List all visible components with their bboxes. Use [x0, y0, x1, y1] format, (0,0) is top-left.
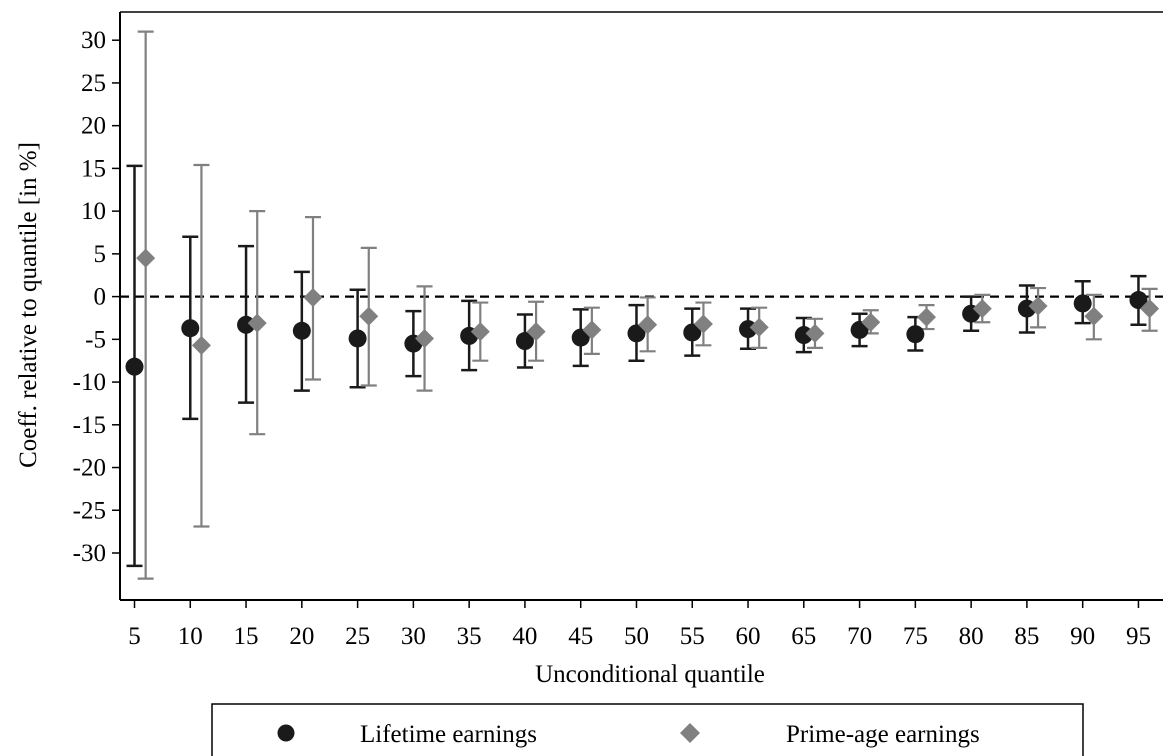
y-tick-label: -20 [73, 455, 106, 482]
prime-age-earnings-point [1084, 306, 1104, 326]
legend-label-prime-age: Prime-age earnings [786, 721, 980, 748]
x-tick-label: 55 [680, 623, 705, 650]
x-tick-label: 25 [345, 623, 370, 650]
x-tick-label: 70 [847, 623, 872, 650]
lifetime-earnings-point [292, 321, 311, 340]
x-axis-ticks: 5 10 15 20 25 30 35 40 45 50 55 60 65 70 75 80 85 90 95 [128, 600, 1151, 650]
prime-age-earnings-point [805, 323, 825, 343]
x-tick-label: 85 [1014, 623, 1039, 650]
prime-age-earnings-point [303, 287, 323, 307]
prime-age-earnings-point [861, 312, 881, 332]
x-tick-label: 65 [791, 623, 816, 650]
y-tick-label: -30 [73, 540, 106, 567]
prime-age-earnings-point [191, 335, 211, 355]
lifetime-earnings-point [1073, 294, 1092, 313]
x-tick-label: 80 [959, 623, 984, 650]
x-tick-label: 45 [568, 623, 593, 650]
y-axis-title: Coeff. relative to quantile [in %] [15, 142, 42, 468]
prime-age-earnings-point [1140, 299, 1160, 319]
y-tick-label: 15 [81, 155, 106, 182]
legend-marker-prime-age [680, 723, 700, 743]
prime-age-earnings-point [917, 307, 937, 327]
prime-age-earnings-point [415, 328, 435, 348]
y-tick-label: -10 [73, 369, 106, 396]
x-tick-label: 90 [1070, 623, 1095, 650]
lifetime-earnings-point [1129, 291, 1148, 310]
y-tick-label: -5 [85, 326, 106, 353]
lifetime-earnings-point [683, 323, 702, 342]
lifetime-earnings-point [627, 324, 646, 343]
x-tick-label: 40 [512, 623, 537, 650]
x-tick-label: 35 [457, 623, 482, 650]
lifetime-earnings-point [571, 328, 590, 347]
lifetime-earnings-point [181, 319, 200, 338]
x-tick-label: 20 [289, 623, 314, 650]
x-tick-label: 30 [401, 623, 426, 650]
y-tick-label: -15 [73, 412, 106, 439]
prime-age-earnings-point [1028, 296, 1048, 316]
y-tick-label: 25 [81, 70, 106, 97]
lifetime-earnings-point [906, 325, 925, 344]
x-tick-label: 5 [128, 623, 141, 650]
legend-marker-lifetime [277, 724, 295, 742]
prime-age-earnings-point [136, 248, 156, 268]
y-tick-label: -25 [73, 497, 106, 524]
x-tick-label: 10 [178, 623, 203, 650]
lifetime-earnings-point [348, 329, 367, 348]
y-tick-label: 10 [81, 198, 106, 225]
axes [119, 11, 1163, 601]
y-tick-label: 20 [81, 113, 106, 140]
x-tick-label: 75 [903, 623, 928, 650]
lifetime-earnings-point [515, 332, 534, 351]
lifetime-earnings-point [125, 357, 144, 376]
y-tick-label: 30 [81, 27, 106, 54]
y-axis-ticks: 30 25 20 15 10 5 0 -5 -10 -15 -20 -25 -30 [73, 27, 120, 567]
legend-box [211, 703, 1084, 756]
prime-age-earnings-point [638, 315, 658, 335]
prime-age-earnings-point [470, 322, 490, 342]
legend-label-lifetime: Lifetime earnings [360, 721, 537, 748]
prime-age-earnings-point [582, 320, 602, 340]
prime-age-earnings-point [526, 322, 546, 342]
y-tick-label: 0 [94, 284, 107, 311]
data-markers [125, 248, 1160, 376]
y-tick-label: 5 [94, 241, 107, 268]
prime-age-earnings-point [972, 299, 992, 319]
prime-age-earnings-point [359, 306, 379, 326]
x-tick-label: 60 [736, 623, 761, 650]
prime-age-earnings-point [749, 317, 769, 337]
prime-age-earnings-point [693, 314, 713, 334]
x-tick-label: 95 [1126, 623, 1151, 650]
prime-age-earnings-point [247, 313, 267, 333]
x-tick-label: 15 [234, 623, 259, 650]
x-axis-title: Unconditional quantile [535, 661, 765, 688]
lifetime-earnings-point [850, 320, 869, 339]
x-tick-label: 50 [624, 623, 649, 650]
legend: Lifetime earnings Prime-age earnings [211, 703, 1084, 756]
